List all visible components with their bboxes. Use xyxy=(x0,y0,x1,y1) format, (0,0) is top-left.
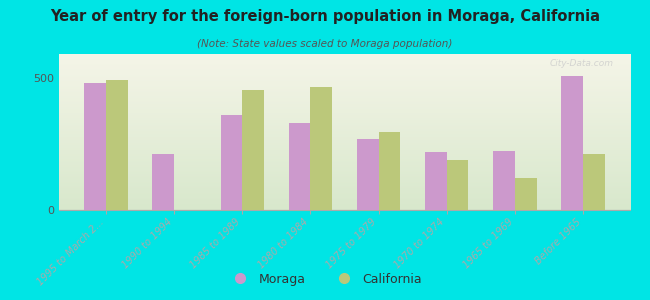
Bar xyxy=(583,154,605,210)
Bar xyxy=(357,139,378,210)
Bar xyxy=(311,87,332,210)
Bar xyxy=(447,160,469,210)
Legend: Moraga, California: Moraga, California xyxy=(223,268,427,291)
Bar xyxy=(220,115,242,210)
Bar xyxy=(515,178,536,210)
Bar xyxy=(289,123,311,210)
Text: City-Data.com: City-Data.com xyxy=(549,59,614,68)
Bar xyxy=(425,152,447,210)
Bar xyxy=(153,154,174,210)
Bar xyxy=(561,76,583,210)
Bar xyxy=(378,132,400,210)
Bar xyxy=(106,80,128,210)
Text: (Note: State values scaled to Moraga population): (Note: State values scaled to Moraga pop… xyxy=(198,39,452,49)
Text: Year of entry for the foreign-born population in Moraga, California: Year of entry for the foreign-born popul… xyxy=(50,9,600,24)
Bar xyxy=(493,151,515,210)
Bar xyxy=(84,83,106,210)
Bar xyxy=(242,90,264,210)
